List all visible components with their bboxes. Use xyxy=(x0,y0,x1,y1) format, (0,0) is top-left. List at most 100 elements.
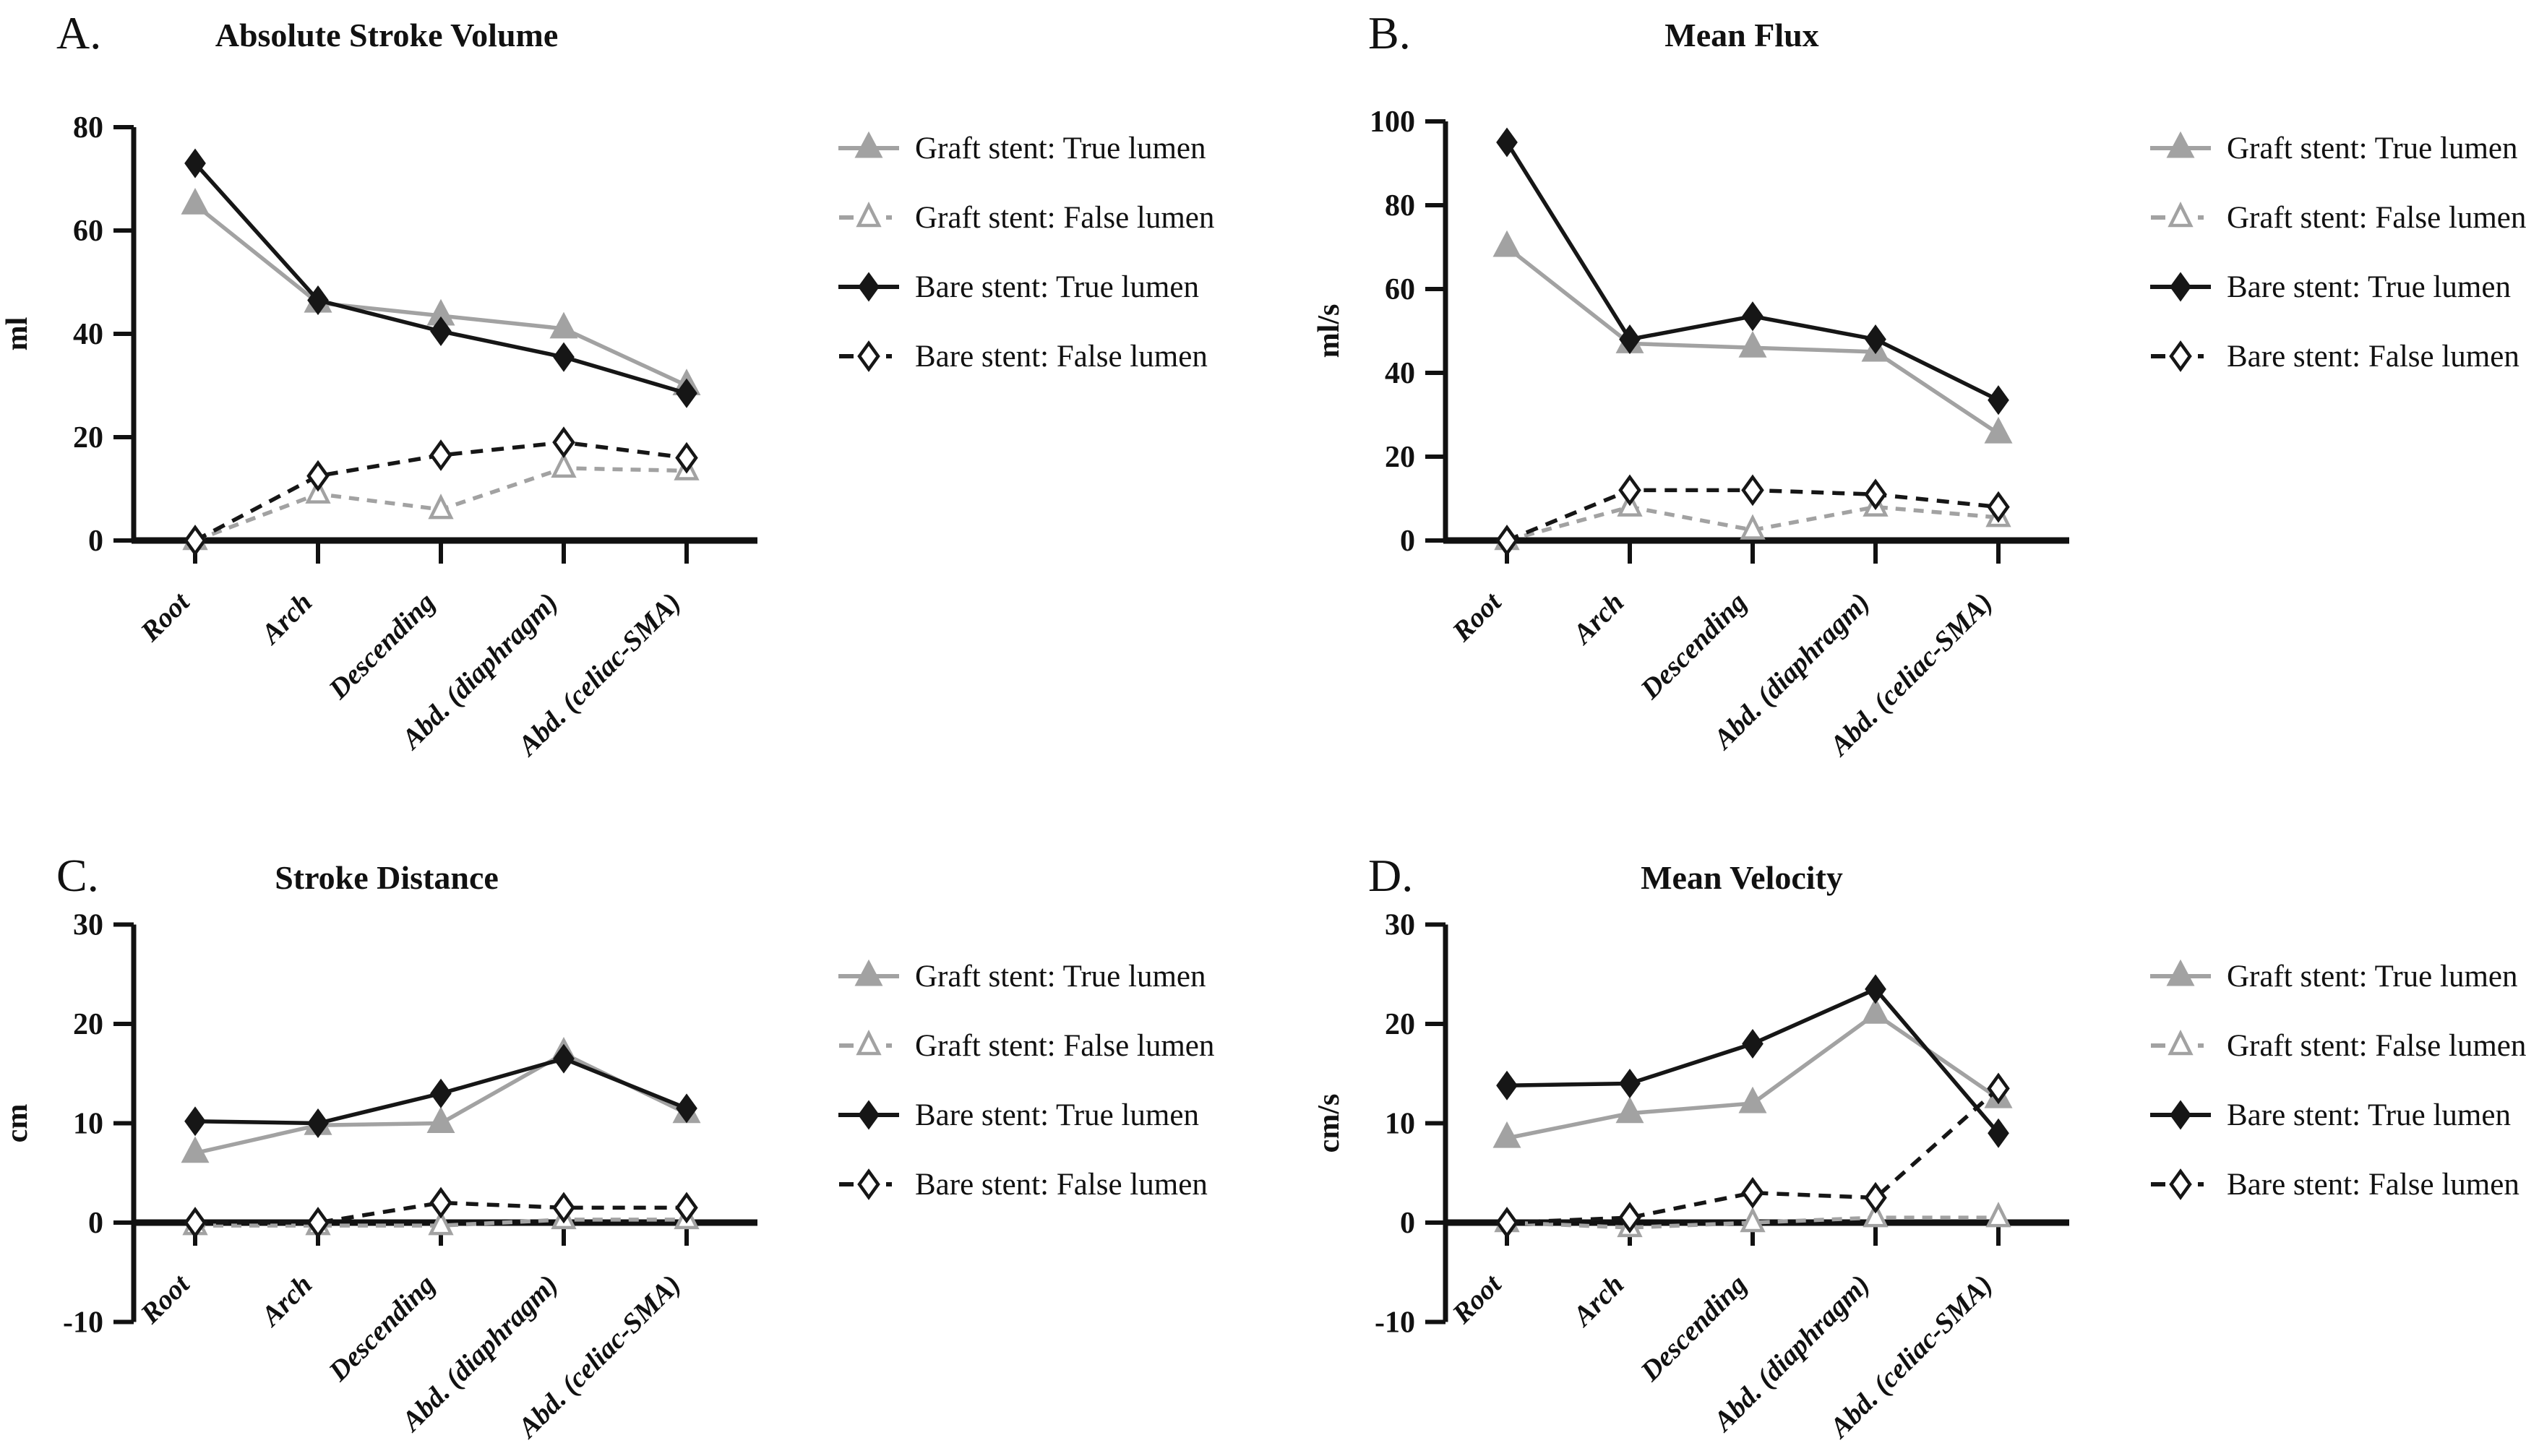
panel-a-letter: A. xyxy=(56,7,102,59)
legend-label-bare-false: Bare stent: False lumen xyxy=(915,1167,1208,1202)
legend-marker xyxy=(2169,1168,2192,1200)
series-graft-false-marker xyxy=(1985,1202,2011,1228)
series-bare-true-marker xyxy=(676,1093,697,1124)
y-tick-label: 20 xyxy=(73,421,103,455)
series-bare-true-marker xyxy=(1865,974,1886,1004)
y-tick-label: 20 xyxy=(1385,441,1415,474)
series-bare-true-marker xyxy=(184,148,206,178)
legend-item-graft-false: Graft stent: False lumen xyxy=(838,201,1214,234)
series-bare-true-marker xyxy=(1988,1118,2009,1148)
panel-d-letter: D. xyxy=(1368,850,1414,901)
y-tick-label: 0 xyxy=(1400,525,1415,558)
legend-label-graft-true: Graft stent: True lumen xyxy=(2227,131,2518,165)
series-bare-true-marker xyxy=(1865,324,1886,355)
series-graft-true-marker xyxy=(1984,416,2013,444)
legend-item-graft-true: Graft stent: True lumen xyxy=(838,959,1214,994)
legend-item-graft-true: Graft stent: True lumen xyxy=(838,131,1214,165)
series-bare-false-marker xyxy=(1495,1207,1518,1239)
series-bare-true-marker xyxy=(1496,1070,1518,1100)
y-tick-label: 10 xyxy=(73,1108,103,1141)
legend-marker xyxy=(858,272,880,302)
series-bare-false-marker xyxy=(184,1207,207,1239)
legend-marker xyxy=(854,131,883,158)
series-bare-false-marker xyxy=(429,439,452,471)
series-bare-false-marker xyxy=(552,1192,575,1224)
panel-a: A. Absolute Stroke Volume 0 20 40 60 80 Root A… xyxy=(0,0,1312,831)
legend-label-bare-true: Bare stent: True lumen xyxy=(2227,270,2511,304)
legend-label-graft-false: Graft stent: False lumen xyxy=(915,1028,1215,1063)
legend-marker xyxy=(2166,131,2195,158)
series-bare-true-marker xyxy=(553,1043,575,1074)
series-graft-false-marker xyxy=(551,452,577,478)
legend-label-graft-true: Graft stent: True lumen xyxy=(915,959,1206,994)
series-bare-true-line xyxy=(193,162,687,395)
y-tick-label: -10 xyxy=(63,1306,103,1340)
series-bare-false-marker xyxy=(675,441,698,474)
series-bare-true-marker xyxy=(676,378,697,408)
series-bare-false-marker xyxy=(1864,1181,1887,1214)
series-bare-false-marker xyxy=(1987,1072,2010,1105)
graft-false-marker-icon xyxy=(839,1029,892,1056)
series-bare-false-marker xyxy=(306,1207,330,1239)
legend-marker xyxy=(2168,1029,2194,1056)
legend-marker xyxy=(854,959,883,986)
series-graft-false-marker xyxy=(1863,1202,1889,1228)
series-bare-false-line xyxy=(1506,1087,2000,1225)
legend-label-bare-true: Bare stent: True lumen xyxy=(915,1098,1199,1132)
graft-true-marker-icon xyxy=(838,959,899,986)
y-axis-unit-label: cm xyxy=(1,1104,34,1143)
series-graft-true-marker xyxy=(1615,1096,1644,1124)
y-tick-label: 20 xyxy=(73,1008,103,1041)
series-bare-false-marker xyxy=(675,1192,698,1224)
bare-true-marker-icon xyxy=(838,272,899,302)
panel-d-legend: Graft stent: True lumen Graft stent: Fal… xyxy=(2150,959,2526,1237)
panel-c-letter: C. xyxy=(56,850,99,901)
graft-true-marker-icon xyxy=(838,131,899,158)
graft-false-marker-icon xyxy=(839,201,892,228)
x-category-label: Descending xyxy=(1634,587,1753,705)
series-bare-false-marker xyxy=(1864,478,1887,511)
series-graft-false-line xyxy=(195,1218,687,1228)
legend-label-graft-false: Graft stent: False lumen xyxy=(2227,1028,2526,1063)
series-bare-false-marker xyxy=(1618,474,1641,507)
legend-item-bare-true: Bare stent: True lumen xyxy=(2150,270,2526,303)
series-bare-true-marker xyxy=(1619,1068,1641,1099)
panel-c-title: Stroke Distance xyxy=(275,859,499,896)
y-tick-label: 80 xyxy=(73,111,103,145)
x-category-label: Arch xyxy=(1565,1269,1630,1333)
series-graft-false-marker xyxy=(428,494,454,520)
legend-item-graft-false: Graft stent: False lumen xyxy=(2150,1029,2526,1062)
legend-item-bare-false: Bare stent: False lumen xyxy=(838,340,1214,373)
panel-a-title: Absolute Stroke Volume xyxy=(215,17,559,53)
series-graft-false-line xyxy=(1506,1215,1998,1230)
legend-item-graft-true: Graft stent: True lumen xyxy=(2150,131,2526,165)
legend-item-bare-true: Bare stent: True lumen xyxy=(2150,1098,2526,1132)
x-category-label: Root xyxy=(134,586,197,648)
legend-item-bare-true: Bare stent: True lumen xyxy=(838,1098,1214,1132)
graft-true-marker-icon xyxy=(2150,959,2211,986)
legend-marker xyxy=(857,340,880,372)
x-category-label: Descending xyxy=(322,1269,441,1387)
legend-label-bare-true: Bare stent: True lumen xyxy=(915,270,1199,304)
series-bare-false-marker xyxy=(1741,474,1764,507)
bare-false-marker-icon xyxy=(839,340,892,372)
y-tick-label: 40 xyxy=(1385,357,1415,390)
y-tick-label: 30 xyxy=(73,909,103,942)
series-graft-true-marker xyxy=(181,188,210,215)
series-bare-true-line xyxy=(1505,141,2000,402)
series-bare-true-marker xyxy=(1988,385,2009,415)
legend-marker xyxy=(2169,340,2192,372)
legend-marker xyxy=(858,1100,880,1130)
series-bare-true-marker xyxy=(1496,127,1518,158)
x-category-label: Arch xyxy=(254,587,318,651)
legend-marker xyxy=(857,1168,880,1200)
series-bare-false-marker xyxy=(306,460,330,492)
graft-false-marker-icon xyxy=(2151,201,2204,228)
series-graft-false-marker xyxy=(305,478,331,504)
series-bare-true-marker xyxy=(430,316,452,346)
y-tick-label: 60 xyxy=(1385,273,1415,306)
series-bare-false-marker xyxy=(552,426,575,458)
